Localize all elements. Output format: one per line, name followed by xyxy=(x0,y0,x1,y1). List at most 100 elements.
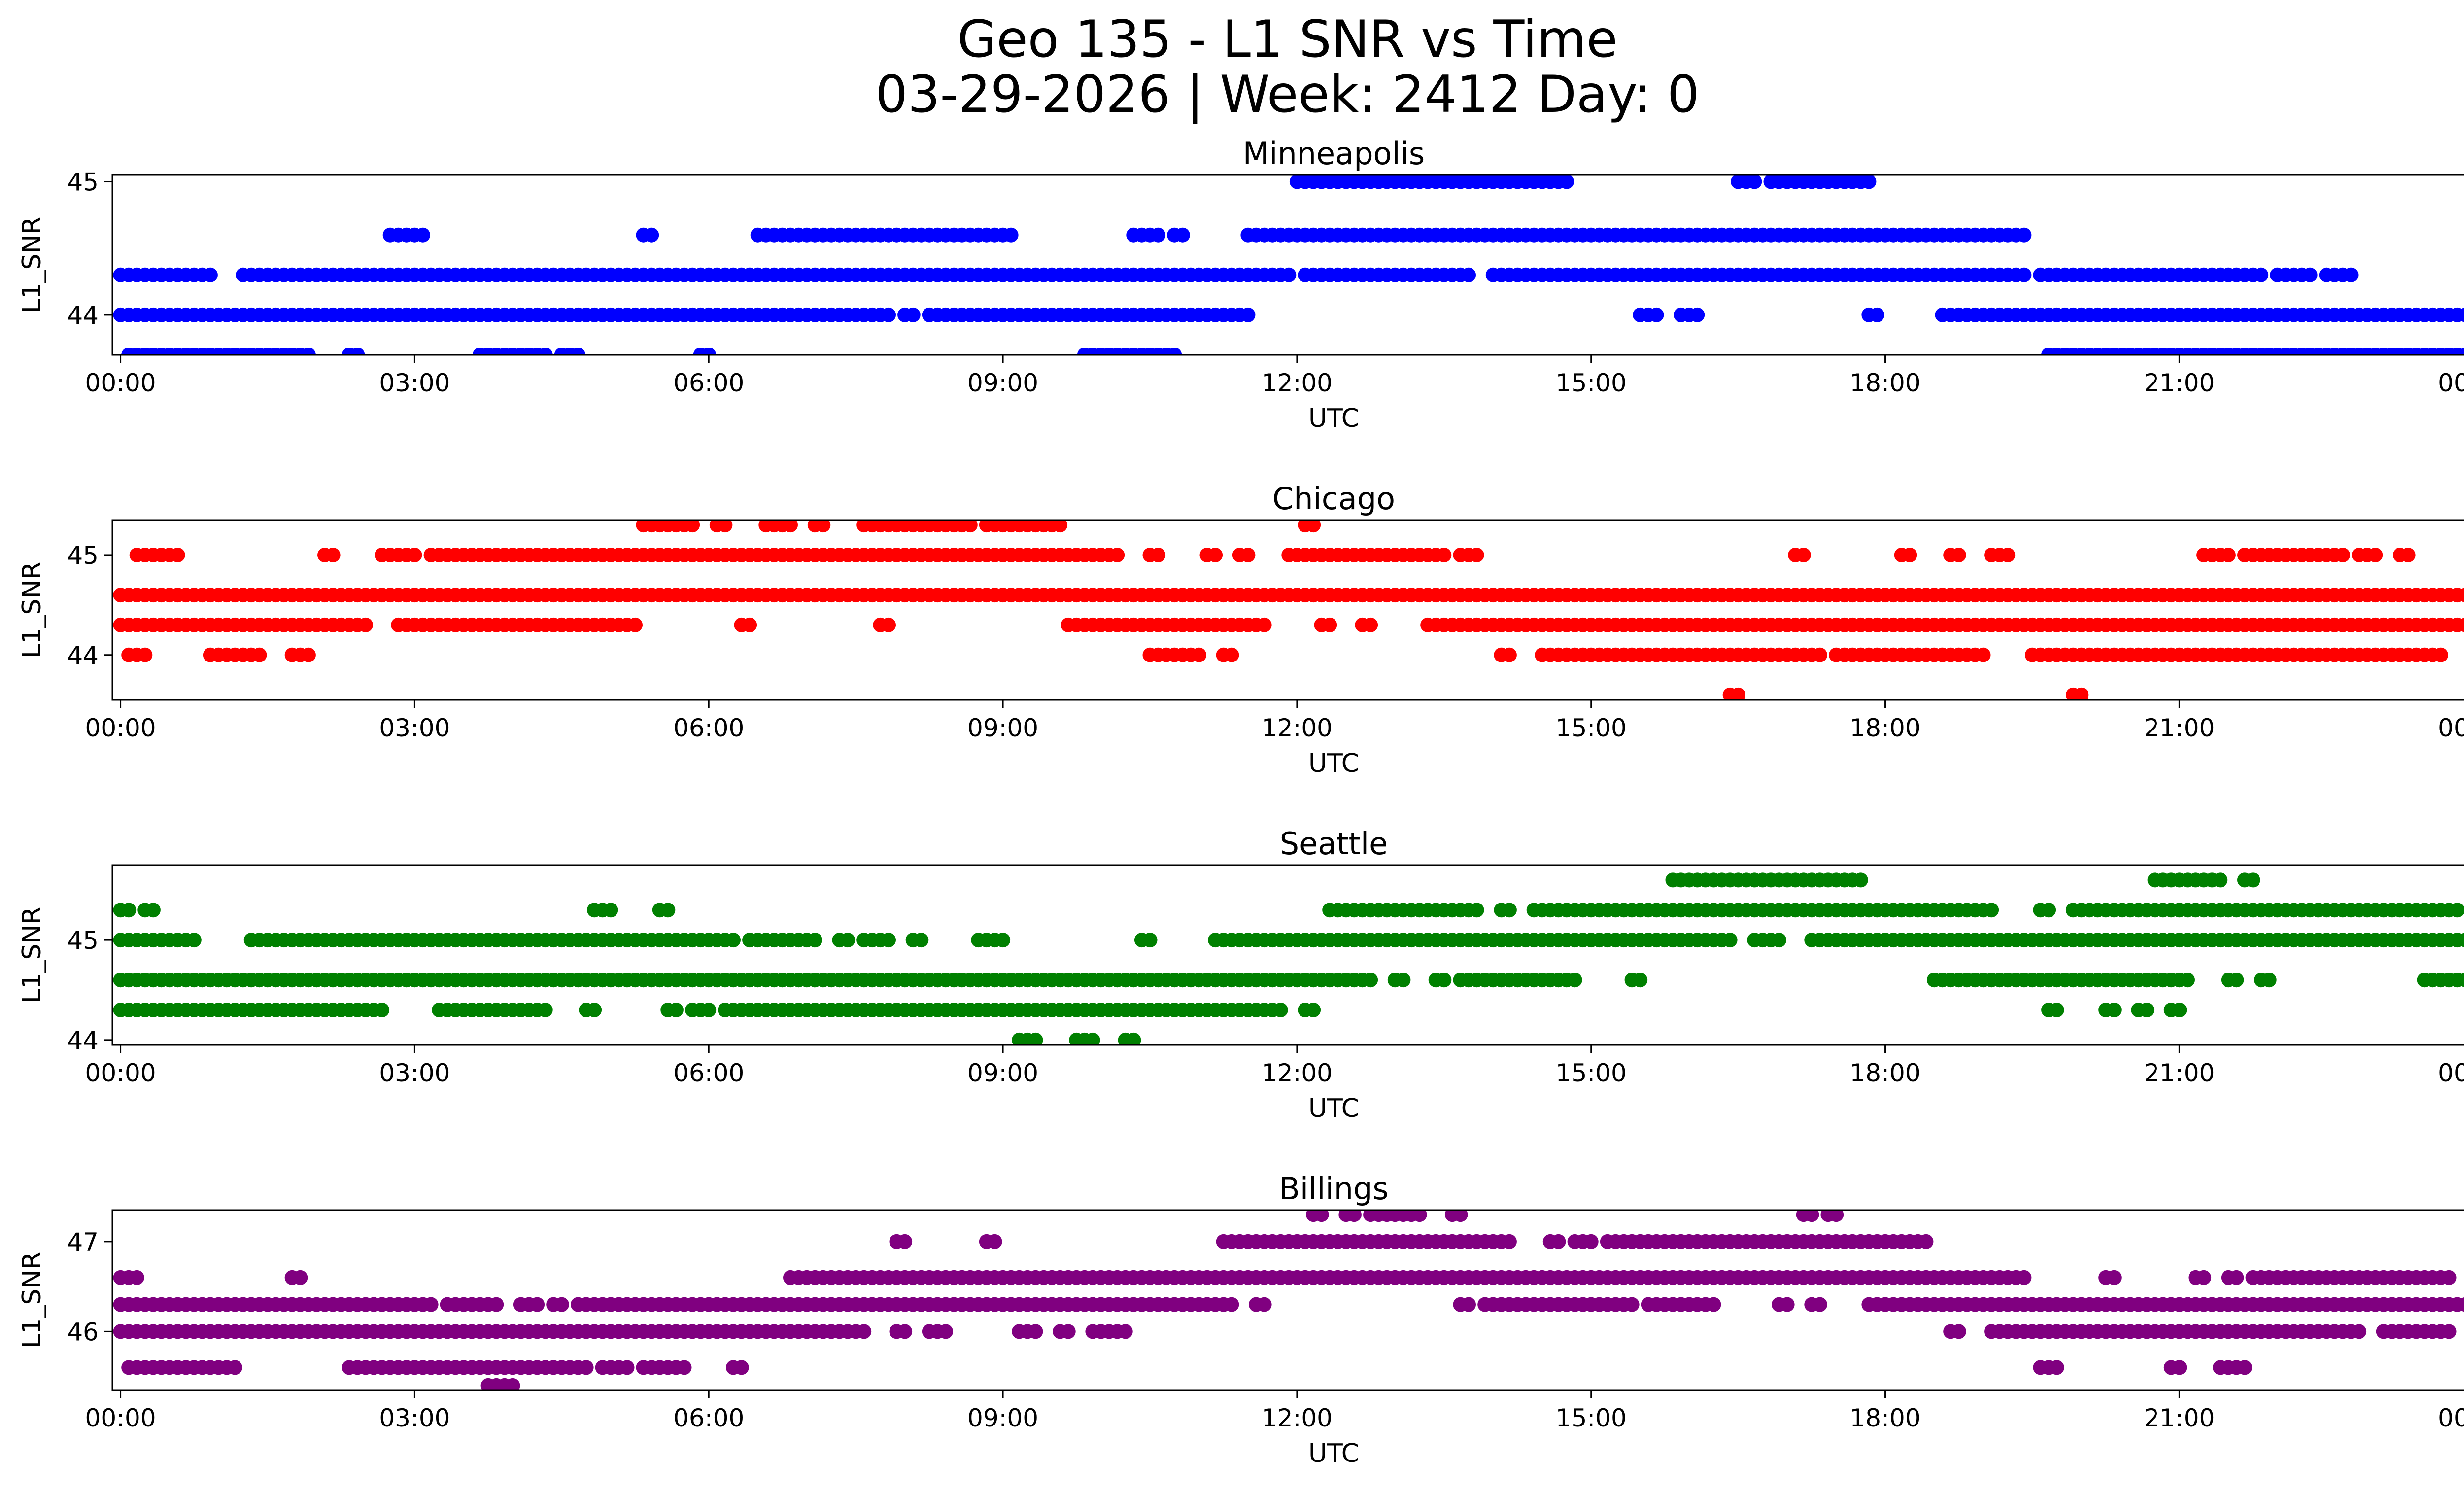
x-tick-label: 21:00 xyxy=(2144,1059,2215,1087)
data-point xyxy=(252,647,267,662)
data-point xyxy=(619,1360,635,1375)
x-tick-label: 21:00 xyxy=(2144,369,2215,397)
data-point xyxy=(2041,903,2056,918)
data-point xyxy=(962,520,978,533)
data-point xyxy=(505,1378,520,1390)
data-point xyxy=(554,1297,569,1312)
data-point xyxy=(2237,387,2252,402)
data-point xyxy=(375,1003,390,1017)
x-tick-label: 06:00 xyxy=(673,1059,744,1087)
data-point xyxy=(1502,1234,1517,1249)
data-point xyxy=(701,348,717,355)
data-point xyxy=(2245,872,2260,888)
data-point xyxy=(2343,267,2359,282)
data-point xyxy=(260,387,275,402)
chart-panel: Seattle 00:00 03:00 06:00 09:00 12:00 15:00 18:… xyxy=(17,826,2464,1123)
data-point xyxy=(1003,227,1019,243)
panel-title: Minneapolis xyxy=(1243,136,1425,172)
data-point xyxy=(1363,973,1378,988)
data-point xyxy=(2172,1003,2187,1017)
data-point xyxy=(571,348,585,355)
data-point xyxy=(587,1003,602,1017)
data-point xyxy=(1976,647,1991,662)
x-tick-label: 00:00 xyxy=(2438,1059,2464,1087)
data-point xyxy=(1902,548,1917,562)
data-point xyxy=(807,933,822,948)
x-axis-label: UTC xyxy=(1308,749,1359,778)
x-tick-label: 15:00 xyxy=(1556,1404,1627,1432)
data-point xyxy=(2237,1360,2252,1375)
data-point xyxy=(1175,227,1190,243)
data-point xyxy=(1804,1210,1819,1222)
data-point xyxy=(2049,1360,2064,1375)
data-point xyxy=(2302,267,2318,282)
data-point xyxy=(1363,617,1378,632)
data-point xyxy=(2106,1003,2122,1017)
data-point xyxy=(579,1360,594,1375)
data-point xyxy=(1167,348,1182,355)
data-point xyxy=(325,548,341,562)
x-tick-label: 06:00 xyxy=(673,714,744,742)
data-point xyxy=(415,227,430,243)
figure-title: Geo 135 - L1 SNR vs Time xyxy=(957,10,1618,69)
data-point xyxy=(1028,1032,1043,1045)
data-point xyxy=(2172,1360,2187,1375)
data-point xyxy=(2213,872,2228,888)
data-point xyxy=(1918,1234,1934,1249)
data-point xyxy=(1829,1210,1844,1222)
chart-panel: Chicago 00:00 03:00 06:00 09:00 12:00 15:00 18:… xyxy=(17,481,2464,778)
x-tick-label: 21:00 xyxy=(2144,714,2215,742)
data-point xyxy=(2221,387,2236,402)
data-point xyxy=(1649,307,1664,322)
data-point xyxy=(1853,872,1868,888)
data-point xyxy=(1085,1032,1100,1045)
data-point xyxy=(2229,973,2244,988)
data-point xyxy=(856,1324,872,1339)
data-point xyxy=(1551,1234,1566,1249)
data-series xyxy=(113,872,2464,1045)
data-point xyxy=(1861,175,1877,189)
data-point xyxy=(2441,1324,2457,1339)
data-point xyxy=(1461,1297,1476,1312)
panel-title: Billings xyxy=(1279,1171,1388,1207)
data-point xyxy=(726,933,741,948)
x-tick-label: 03:00 xyxy=(379,714,450,742)
x-tick-label: 15:00 xyxy=(1556,369,1627,397)
data-point xyxy=(816,520,831,533)
data-point xyxy=(1690,307,1705,322)
y-tick-label: 44 xyxy=(67,641,99,670)
data-point xyxy=(644,227,659,243)
x-tick-label: 18:00 xyxy=(1850,1059,1921,1087)
y-axis-label: L1_SNR xyxy=(17,906,47,1003)
data-point xyxy=(881,933,896,948)
y-tick-label: 45 xyxy=(67,541,99,570)
data-point xyxy=(1322,617,1337,632)
x-tick-label: 12:00 xyxy=(1262,369,1333,397)
data-point xyxy=(1224,647,1239,662)
data-point xyxy=(227,1360,242,1375)
data-point xyxy=(677,1360,692,1375)
data-point xyxy=(2458,973,2464,987)
data-point xyxy=(2441,1270,2457,1285)
data-point xyxy=(1240,307,1256,322)
data-point xyxy=(2458,1297,2464,1312)
data-point xyxy=(1624,1297,1640,1312)
x-tick-label: 06:00 xyxy=(673,1404,744,1432)
data-point xyxy=(186,933,202,948)
data-point xyxy=(2106,1270,2122,1285)
data-point xyxy=(203,267,218,282)
data-point xyxy=(1772,933,1786,948)
data-point xyxy=(1257,617,1272,632)
x-tick-label: 12:00 xyxy=(1262,1059,1333,1087)
y-axis-label: L1_SNR xyxy=(17,1252,47,1348)
y-tick-label: 44 xyxy=(67,1026,99,1055)
x-tick-label: 15:00 xyxy=(1556,1059,1627,1087)
data-point xyxy=(1151,227,1166,243)
y-axis-label: L1_SNR xyxy=(17,561,47,658)
data-point xyxy=(1110,548,1125,562)
data-point xyxy=(2139,1003,2155,1017)
data-point xyxy=(2352,1324,2367,1339)
data-point xyxy=(2458,618,2464,632)
x-tick-label: 21:00 xyxy=(2144,1404,2215,1432)
data-point xyxy=(358,617,373,632)
